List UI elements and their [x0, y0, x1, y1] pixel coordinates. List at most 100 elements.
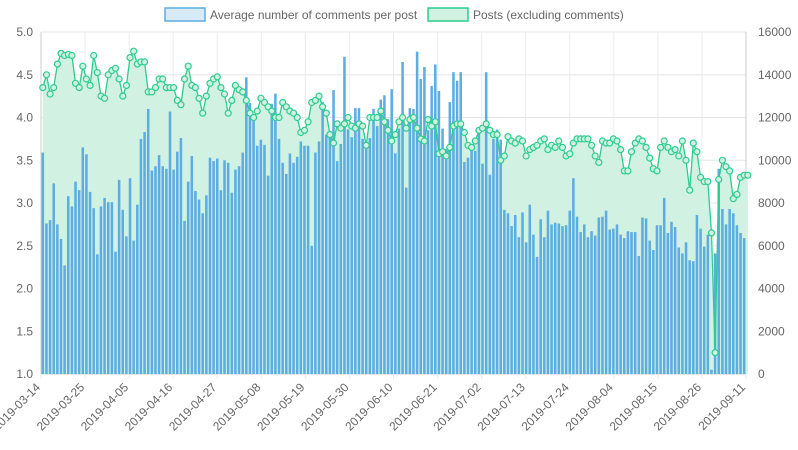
- line-point: [119, 92, 127, 100]
- bar: [506, 213, 510, 374]
- line-point: [100, 94, 109, 102]
- bar: [325, 134, 328, 374]
- line-point: [493, 131, 501, 139]
- bar: [579, 232, 582, 374]
- bar: [85, 154, 88, 374]
- bar: [346, 129, 350, 374]
- bar: [452, 72, 455, 374]
- line-point: [660, 137, 668, 145]
- bar: [114, 251, 117, 374]
- bar: [205, 195, 208, 374]
- bar: [710, 369, 713, 374]
- bar: [379, 99, 383, 375]
- line-point: [228, 96, 236, 105]
- y-left-tick-label: 2.0: [16, 282, 33, 296]
- bar: [706, 234, 710, 374]
- bar: [314, 152, 317, 374]
- line-point: [457, 120, 465, 128]
- line-point: [733, 190, 741, 198]
- line-point: [75, 83, 83, 92]
- bar: [125, 236, 128, 374]
- line-point: [442, 152, 450, 160]
- bar: [717, 168, 721, 374]
- line-point: [671, 146, 679, 154]
- line-point: [319, 103, 327, 111]
- line-point: [239, 88, 247, 96]
- bar: [434, 64, 437, 375]
- bar: [59, 238, 63, 374]
- line-point: [627, 148, 636, 156]
- bar: [728, 208, 731, 374]
- line-point: [340, 120, 348, 128]
- line-point: [675, 152, 683, 160]
- bar: [415, 51, 419, 375]
- bar: [277, 138, 281, 375]
- bar: [88, 191, 92, 374]
- bar: [292, 162, 295, 374]
- bar: [513, 214, 517, 374]
- line-point: [682, 156, 690, 164]
- bar: [604, 210, 608, 374]
- legend-label-posts[interactable]: Posts (excluding comments): [473, 8, 624, 22]
- line-point: [362, 141, 370, 149]
- line-point: [704, 178, 712, 186]
- bar: [492, 138, 495, 375]
- bar: [394, 153, 397, 374]
- line-point: [159, 75, 167, 83]
- bar: [546, 210, 550, 374]
- line-series: [39, 47, 752, 357]
- legend-swatch-posts[interactable]: [427, 7, 469, 22]
- line-point: [482, 120, 490, 128]
- bar: [190, 155, 194, 374]
- line-point: [300, 126, 309, 134]
- bar: [154, 166, 157, 374]
- bar: [517, 237, 521, 374]
- bar: [426, 130, 430, 374]
- bar: [215, 158, 219, 374]
- y-left-tick-label: 3.5: [16, 153, 33, 167]
- bar: [557, 223, 561, 374]
- line-point: [195, 94, 203, 102]
- bar: [713, 253, 717, 374]
- line-point: [86, 81, 94, 90]
- bar: [662, 197, 666, 374]
- bar: [263, 144, 266, 374]
- bar: [121, 209, 125, 374]
- bar: [194, 191, 197, 374]
- legend-label-comments[interactable]: Average number of comments per post: [210, 8, 418, 22]
- bar: [128, 178, 132, 374]
- bar: [455, 80, 459, 375]
- bar: [321, 102, 324, 375]
- bar: [539, 219, 542, 374]
- line-point: [686, 186, 694, 194]
- bar: [288, 153, 292, 374]
- legend[interactable]: Average number of comments per post Post…: [164, 7, 624, 22]
- line-point: [242, 96, 250, 105]
- y-left-tick-label: 5.0: [16, 25, 33, 39]
- bar: [495, 129, 499, 374]
- line-point: [322, 109, 330, 117]
- bar: [619, 234, 622, 374]
- bar: [41, 152, 45, 374]
- bar: [702, 246, 706, 374]
- y-right-tick-label: 8000: [758, 196, 785, 210]
- bar: [477, 132, 481, 374]
- bar: [397, 128, 401, 374]
- line-point: [409, 113, 418, 122]
- bar: [437, 91, 441, 374]
- bar: [186, 181, 190, 375]
- bar: [615, 224, 619, 375]
- line-point: [191, 83, 199, 92]
- bar: [339, 144, 343, 374]
- line-point: [500, 152, 508, 160]
- line-point: [624, 167, 632, 175]
- bar: [597, 217, 601, 374]
- legend-swatch-comments[interactable]: [164, 7, 206, 22]
- line-point: [177, 101, 185, 109]
- bar: [622, 238, 626, 374]
- line-point: [359, 122, 367, 130]
- bar: [459, 72, 462, 374]
- line-point: [566, 150, 574, 158]
- bar: [732, 213, 735, 374]
- bar: [117, 179, 121, 374]
